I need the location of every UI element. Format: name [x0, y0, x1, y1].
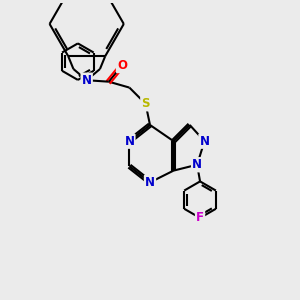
- Text: N: N: [82, 74, 92, 87]
- Text: N: N: [124, 135, 134, 148]
- Text: N: N: [145, 176, 155, 189]
- Text: N: N: [200, 135, 209, 148]
- Text: N: N: [192, 158, 202, 171]
- Text: F: F: [196, 212, 204, 224]
- Text: S: S: [141, 97, 150, 110]
- Text: O: O: [117, 59, 127, 72]
